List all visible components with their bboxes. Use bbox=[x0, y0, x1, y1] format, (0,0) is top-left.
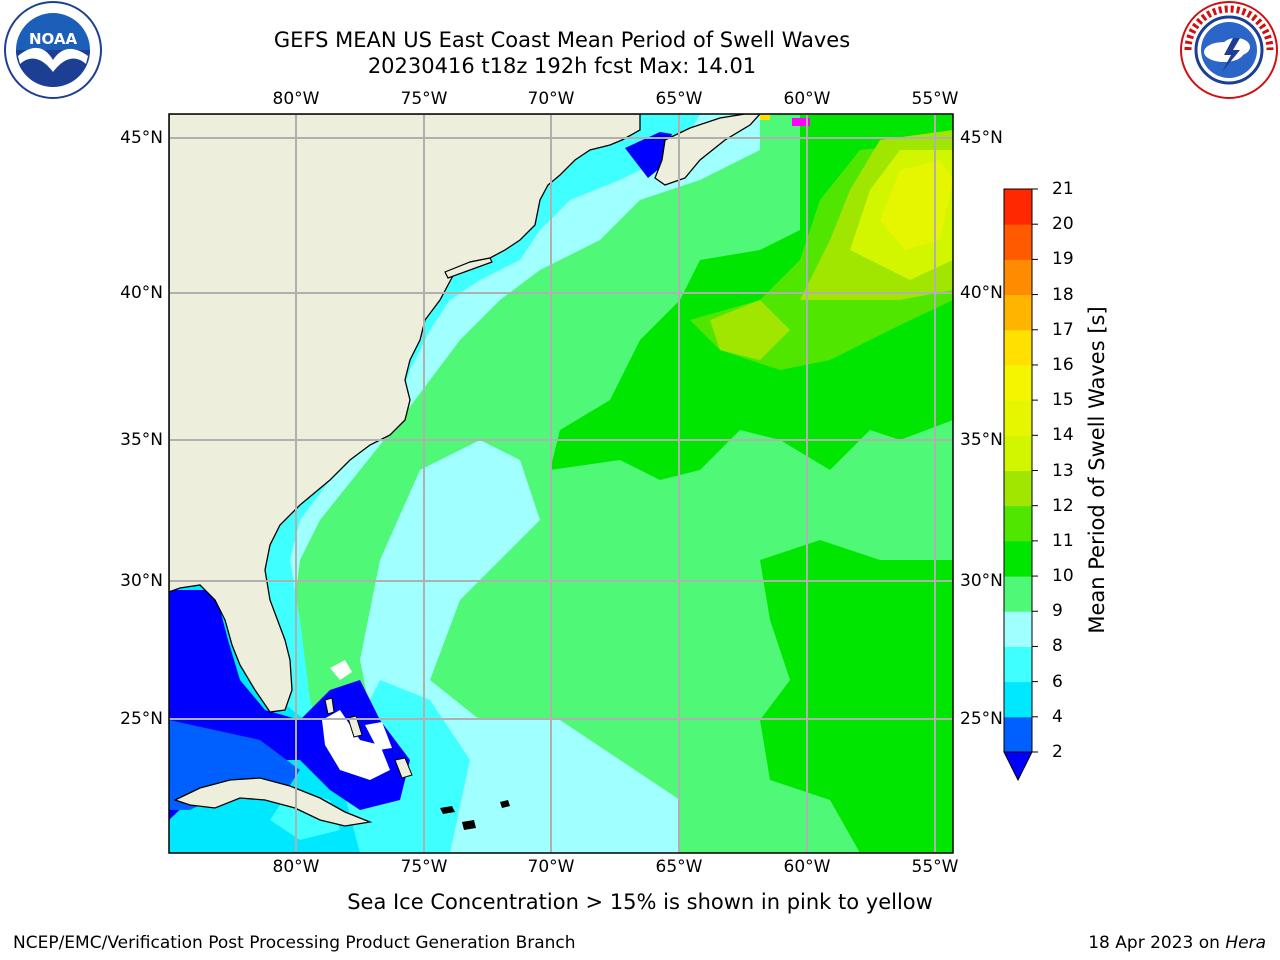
colorbar-swatch bbox=[1004, 259, 1032, 296]
lat-label-left: 25°N bbox=[120, 709, 163, 729]
noaa-logo: NOAA bbox=[4, 1, 102, 99]
colorbar-tick-label: 10 bbox=[1052, 566, 1074, 587]
lat-label-left: 35°N bbox=[120, 430, 163, 450]
colorbar-tick-label: 9 bbox=[1052, 601, 1063, 622]
land-long-island bbox=[444, 257, 493, 279]
colorbar-swatch bbox=[1004, 576, 1032, 612]
land-turks-caicos bbox=[440, 806, 455, 814]
colorbar-swatch bbox=[1004, 540, 1032, 577]
lon-label-bottom: 65°W bbox=[655, 857, 703, 877]
colorbar-tick-label: 16 bbox=[1052, 354, 1074, 375]
nws-logo bbox=[1180, 1, 1278, 99]
lon-label-top: 60°W bbox=[783, 89, 831, 109]
lat-label-right: 35°N bbox=[960, 430, 1003, 450]
map-frame bbox=[168, 113, 954, 854]
lon-label-top: 65°W bbox=[655, 89, 703, 109]
colorbar-swatch bbox=[1004, 716, 1032, 753]
colorbar-tick-label: 12 bbox=[1052, 495, 1074, 516]
colorbar-swatch bbox=[1004, 224, 1032, 260]
colorbar-swatch bbox=[1004, 400, 1032, 436]
colorbar-swatch bbox=[1004, 470, 1032, 507]
footer-date-text: 18 Apr 2023 on bbox=[1088, 933, 1226, 953]
colorbar-title: Mean Period of Swell Waves [s] bbox=[1085, 306, 1109, 634]
colorbar-swatch bbox=[1004, 611, 1032, 647]
land-nova-scotia bbox=[654, 114, 761, 186]
noaa-logo-text: NOAA bbox=[29, 30, 78, 48]
lat-label-right: 45°N bbox=[960, 128, 1003, 148]
lon-label-top: 75°W bbox=[400, 89, 448, 109]
lat-label-left: 30°N bbox=[120, 571, 163, 591]
colorbar-tick-label: 21 bbox=[1052, 179, 1074, 199]
colorbar-tick-label: 14 bbox=[1052, 425, 1074, 446]
lon-label-bottom: 75°W bbox=[400, 857, 448, 877]
colorbar-tick-label: 4 bbox=[1052, 706, 1063, 727]
chart-subtitle: 20230416 t18z 192h fcst Max: 14.01 bbox=[367, 54, 757, 78]
colorbar-tick-label: 15 bbox=[1052, 390, 1074, 411]
ocean-field-10-11s-south bbox=[760, 540, 953, 853]
colorbar-swatch bbox=[1004, 329, 1032, 366]
colorbar-swatch bbox=[1004, 646, 1032, 683]
lon-label-bottom: 55°W bbox=[911, 857, 959, 877]
land-hispaniola-edge bbox=[462, 820, 476, 830]
colorbar-tick-label: 20 bbox=[1052, 214, 1074, 235]
land-bahamas-2 bbox=[347, 715, 363, 738]
lon-label-bottom: 80°W bbox=[272, 857, 320, 877]
colorbar-tick-label: 11 bbox=[1052, 530, 1074, 551]
lon-label-top: 70°W bbox=[527, 89, 575, 109]
colorbar-swatch bbox=[1004, 435, 1032, 471]
bahamas-bank-2 bbox=[322, 710, 390, 780]
colorbar-swatch bbox=[1004, 681, 1032, 718]
land-islet bbox=[500, 800, 510, 808]
footer-credit: NCEP/EMC/Verification Post Processing Pr… bbox=[13, 933, 576, 953]
colorbar-swatch bbox=[1004, 364, 1032, 401]
lat-label-left: 45°N bbox=[120, 128, 163, 148]
colorbar-tick-label: 8 bbox=[1052, 636, 1063, 657]
lat-label-right: 25°N bbox=[960, 709, 1003, 729]
colorbar-tick-label: 6 bbox=[1052, 671, 1063, 692]
footer-date: 18 Apr 2023 on Hera bbox=[1088, 933, 1266, 953]
map-grid bbox=[169, 114, 953, 853]
land-cuba bbox=[173, 777, 373, 827]
sea-ice-patch-yellow bbox=[760, 114, 770, 120]
colorbar-under-arrow bbox=[1003, 751, 1033, 782]
colorbar-tick-label: 18 bbox=[1052, 284, 1074, 305]
lon-label-top: 55°W bbox=[911, 89, 959, 109]
lat-label-right: 30°N bbox=[960, 571, 1003, 591]
lon-label-bottom: 60°W bbox=[783, 857, 831, 877]
lon-label-top: 80°W bbox=[272, 89, 320, 109]
colorbar-tick-label: 17 bbox=[1052, 319, 1074, 340]
colorbar-tick-label: 19 bbox=[1052, 249, 1074, 270]
lon-label-bottom: 70°W bbox=[527, 857, 575, 877]
colorbar-swatch bbox=[1004, 505, 1032, 542]
colorbar-swatch bbox=[1004, 189, 1032, 225]
colorbar-tick-label: 13 bbox=[1052, 460, 1074, 481]
lat-label-right: 40°N bbox=[960, 283, 1003, 303]
land-bahamas-1 bbox=[324, 697, 335, 715]
lat-label-left: 40°N bbox=[120, 283, 163, 303]
ocean-field-12s-patch bbox=[710, 300, 790, 360]
sea-ice-patch bbox=[792, 118, 810, 126]
colorbar-swatch bbox=[1004, 294, 1032, 331]
bahamas-bank-3 bbox=[365, 722, 392, 750]
bahamas-bank-1 bbox=[330, 660, 352, 680]
colorbar-tick-label: 2 bbox=[1052, 742, 1063, 762]
land-bahamas-3 bbox=[394, 757, 413, 779]
footer-machine: Hera bbox=[1225, 933, 1266, 953]
sea-ice-note: Sea Ice Concentration > 15% is shown in … bbox=[347, 890, 933, 914]
chart-title: GEFS MEAN US East Coast Mean Period of S… bbox=[273, 28, 851, 52]
